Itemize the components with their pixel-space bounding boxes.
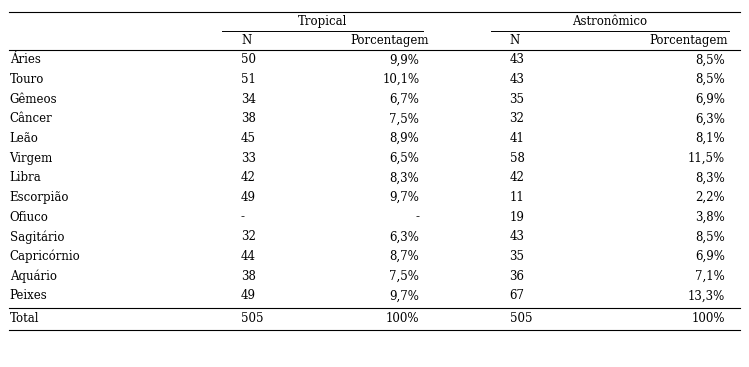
Text: 43: 43 <box>509 73 524 86</box>
Text: Escorpião: Escorpião <box>10 191 69 204</box>
Text: 32: 32 <box>241 230 256 243</box>
Text: Leão: Leão <box>10 132 38 145</box>
Text: Astronômico: Astronômico <box>572 15 647 28</box>
Text: 6,3%: 6,3% <box>695 112 725 125</box>
Text: 43: 43 <box>509 53 524 66</box>
Text: Libra: Libra <box>10 171 41 184</box>
Text: 8,5%: 8,5% <box>696 230 725 243</box>
Text: 42: 42 <box>509 171 524 184</box>
Text: 42: 42 <box>241 171 256 184</box>
Text: 44: 44 <box>241 250 256 263</box>
Text: 35: 35 <box>509 92 524 106</box>
Text: 43: 43 <box>509 230 524 243</box>
Text: 7,1%: 7,1% <box>696 270 725 283</box>
Text: -: - <box>415 211 419 224</box>
Text: 6,3%: 6,3% <box>389 230 419 243</box>
Text: Capricórnio: Capricórnio <box>10 250 80 263</box>
Text: Porcentagem: Porcentagem <box>649 34 727 47</box>
Text: 11: 11 <box>509 191 524 204</box>
Text: 9,9%: 9,9% <box>389 53 419 66</box>
Text: 6,7%: 6,7% <box>389 92 419 106</box>
Text: 38: 38 <box>241 270 256 283</box>
Text: 505: 505 <box>241 312 264 326</box>
Text: 100%: 100% <box>386 312 419 326</box>
Text: 8,5%: 8,5% <box>696 73 725 86</box>
Text: Câncer: Câncer <box>10 112 52 125</box>
Text: 8,9%: 8,9% <box>389 132 419 145</box>
Text: 33: 33 <box>241 152 256 165</box>
Text: 6,9%: 6,9% <box>695 92 725 106</box>
Text: 9,7%: 9,7% <box>389 191 419 204</box>
Text: Gêmeos: Gêmeos <box>10 92 57 106</box>
Text: 8,3%: 8,3% <box>696 171 725 184</box>
Text: Peixes: Peixes <box>10 289 47 302</box>
Text: 7,5%: 7,5% <box>389 112 419 125</box>
Text: 8,1%: 8,1% <box>696 132 725 145</box>
Text: 58: 58 <box>509 152 524 165</box>
Text: Ofiuco: Ofiuco <box>10 211 49 224</box>
Text: Tropical: Tropical <box>298 15 348 28</box>
Text: 3,8%: 3,8% <box>696 211 725 224</box>
Text: 7,5%: 7,5% <box>389 270 419 283</box>
Text: Áries: Áries <box>10 53 40 66</box>
Text: 49: 49 <box>241 289 256 302</box>
Text: 100%: 100% <box>692 312 725 326</box>
Text: 8,7%: 8,7% <box>389 250 419 263</box>
Text: Aquário: Aquário <box>10 269 57 283</box>
Text: 36: 36 <box>509 270 524 283</box>
Text: 6,9%: 6,9% <box>695 250 725 263</box>
Text: 8,3%: 8,3% <box>389 171 419 184</box>
Text: 38: 38 <box>241 112 256 125</box>
Text: 50: 50 <box>241 53 256 66</box>
Text: 35: 35 <box>509 250 524 263</box>
Text: 34: 34 <box>241 92 256 106</box>
Text: 19: 19 <box>509 211 524 224</box>
Text: Total: Total <box>10 312 39 326</box>
Text: 11,5%: 11,5% <box>688 152 725 165</box>
Text: 505: 505 <box>509 312 532 326</box>
Text: 51: 51 <box>241 73 256 86</box>
Text: 49: 49 <box>241 191 256 204</box>
Text: 13,3%: 13,3% <box>688 289 725 302</box>
Text: Sagitário: Sagitário <box>10 230 64 244</box>
Text: Touro: Touro <box>10 73 44 86</box>
Text: 67: 67 <box>509 289 524 302</box>
Text: Virgem: Virgem <box>10 152 53 165</box>
Text: 6,5%: 6,5% <box>389 152 419 165</box>
Text: 10,1%: 10,1% <box>382 73 419 86</box>
Text: 2,2%: 2,2% <box>696 191 725 204</box>
Text: 41: 41 <box>509 132 524 145</box>
Text: N: N <box>241 34 251 47</box>
Text: -: - <box>241 211 245 224</box>
Text: N: N <box>509 34 520 47</box>
Text: 32: 32 <box>509 112 524 125</box>
Text: Porcentagem: Porcentagem <box>351 34 429 47</box>
Text: 8,5%: 8,5% <box>696 53 725 66</box>
Text: 45: 45 <box>241 132 256 145</box>
Text: 9,7%: 9,7% <box>389 289 419 302</box>
